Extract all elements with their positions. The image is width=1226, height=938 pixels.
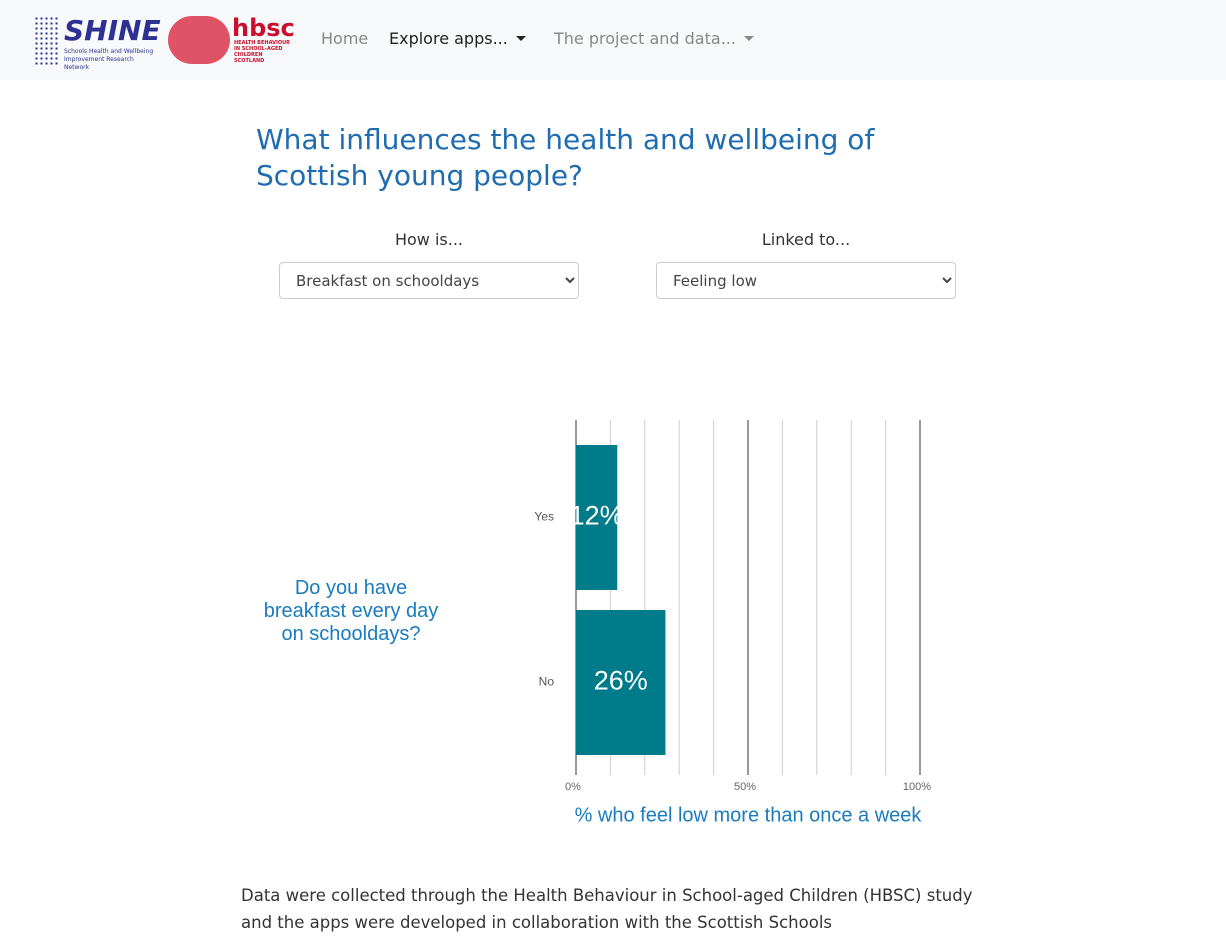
bar	[576, 610, 666, 755]
bar	[576, 445, 618, 590]
footer-text: Data were collected through the Health B…	[241, 886, 973, 932]
select[interactable]: Breakfast on schooldays	[279, 262, 579, 299]
page-title: What influences the health and wellbeing…	[256, 123, 875, 192]
logo-shine[interactable]: SHINE Schools Health and Wellbeing Impro…	[34, 12, 161, 71]
logo-text: hbsc	[232, 14, 295, 42]
logo-text: SHINE	[64, 14, 161, 47]
x-tick-label: 100%	[903, 781, 931, 793]
data-label: 12%	[570, 501, 624, 531]
x-tick-label: 50%	[734, 781, 756, 793]
y-tick-label: Yes	[534, 510, 554, 524]
chart: % who feel low more than once a week 0% 5…	[534, 420, 931, 826]
logo-subtext: HEALTH BEHAVIOUR IN SCHOOL-AGED CHILDREN…	[234, 40, 290, 64]
control-label: How is...	[394, 230, 464, 249]
navbar: SHINE Schools Health and Wellbeing Impro…	[0, 0, 1226, 80]
x-tick-label: 0%	[565, 781, 581, 793]
select[interactable]: Feeling low	[656, 262, 956, 299]
y-tick-label: No	[539, 675, 555, 689]
caret	[515, 36, 526, 41]
logo-subtext: Schools Health and Wellbeing Improvement…	[64, 48, 154, 71]
logo-hbsc[interactable]: hbsc HEALTH BEHAVIOUR IN SCHOOL-AGED CHI…	[168, 12, 295, 68]
nav-link: The project and data...	[554, 29, 736, 48]
caret	[743, 36, 754, 41]
y-axis-title: Do you have breakfast every day on schoo…	[263, 577, 439, 645]
nav-link[interactable]: Home	[321, 29, 369, 48]
data-label: 26%	[594, 666, 648, 696]
logo-figure	[168, 16, 230, 64]
x-axis-title: % who feel low more than once a week	[575, 804, 923, 826]
nav-link: Explore apps...	[389, 29, 508, 48]
nav-dropdown[interactable]: The project and data...	[554, 29, 754, 48]
nav-dropdown[interactable]: Explore apps...	[389, 29, 526, 48]
logo-map	[34, 16, 60, 66]
control-label: Linked to...	[761, 230, 851, 249]
